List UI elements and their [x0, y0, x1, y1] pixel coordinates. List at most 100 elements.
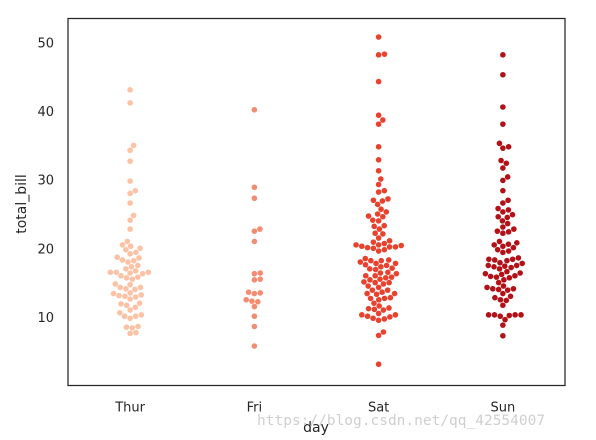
data-point	[387, 294, 394, 301]
data-point	[500, 177, 506, 184]
data-point	[251, 290, 258, 297]
data-point	[375, 242, 382, 248]
data-point	[379, 198, 386, 204]
data-point	[130, 257, 137, 264]
data-point	[375, 112, 382, 119]
data-point	[505, 143, 512, 150]
data-point	[139, 270, 146, 277]
data-point	[364, 244, 371, 251]
x-tick-label: Fri	[247, 401, 263, 416]
data-point	[492, 294, 498, 301]
data-point	[495, 286, 502, 293]
y-axis-ticks: 10 20 30 40 50	[37, 37, 54, 326]
data-point	[251, 277, 258, 283]
data-point	[128, 264, 135, 270]
data-point	[136, 255, 142, 261]
data-point	[381, 51, 388, 57]
data-point	[385, 257, 392, 263]
data-point	[381, 187, 388, 194]
data-point	[362, 272, 369, 279]
data-point	[353, 242, 359, 248]
data-point	[500, 145, 506, 151]
data-point	[118, 272, 124, 279]
data-point	[112, 281, 119, 287]
data-point	[505, 248, 512, 254]
data-point	[500, 249, 506, 256]
data-point	[132, 268, 139, 274]
data-point	[500, 283, 507, 289]
y-tick-label: 10	[37, 311, 54, 326]
data-point	[385, 196, 391, 202]
data-point	[375, 235, 382, 241]
data-point	[372, 279, 378, 286]
data-point	[365, 305, 372, 312]
data-point	[135, 262, 141, 269]
data-point	[511, 226, 517, 232]
data-point	[132, 294, 139, 300]
data-point	[378, 206, 384, 213]
data-point	[251, 106, 258, 113]
x-axis-title: day	[303, 420, 329, 436]
y-tick-label: 30	[37, 174, 54, 189]
data-points	[107, 34, 526, 368]
data-point	[365, 283, 371, 289]
data-point	[497, 313, 504, 320]
x-tick-label: Sun	[491, 401, 516, 416]
data-point	[364, 290, 370, 297]
data-point	[512, 272, 518, 279]
data-point	[510, 285, 517, 292]
data-point	[249, 298, 255, 304]
data-point	[380, 307, 387, 313]
data-point	[375, 52, 382, 58]
data-point	[495, 205, 501, 212]
data-point	[505, 207, 512, 213]
data-point	[504, 268, 510, 275]
data-point	[375, 218, 382, 224]
data-point	[364, 313, 371, 320]
data-point	[383, 262, 390, 269]
x-tick-label: Thur	[114, 401, 145, 416]
data-point	[485, 312, 492, 318]
data-point	[372, 230, 378, 237]
data-point	[505, 229, 512, 235]
data-point	[503, 160, 510, 167]
data-point	[122, 293, 128, 300]
data-point	[398, 242, 405, 249]
data-point	[251, 303, 258, 310]
data-point	[367, 295, 374, 302]
data-point	[369, 287, 376, 293]
data-point	[379, 289, 385, 296]
data-point	[381, 295, 388, 302]
data-point	[116, 292, 122, 299]
data-point	[257, 226, 263, 232]
data-point	[251, 238, 258, 245]
data-point	[500, 104, 506, 110]
data-point	[497, 296, 504, 303]
data-point	[138, 292, 144, 298]
data-point	[504, 257, 510, 264]
data-point	[513, 262, 520, 269]
data-point	[494, 228, 501, 234]
data-point	[487, 273, 494, 280]
data-point	[375, 284, 382, 291]
data-point	[494, 246, 501, 253]
data-point	[123, 246, 129, 253]
data-point	[114, 254, 121, 261]
data-point	[375, 310, 382, 317]
data-point	[385, 269, 391, 276]
data-point	[485, 262, 492, 269]
data-point	[125, 259, 131, 265]
data-point	[362, 261, 369, 268]
data-point	[377, 270, 384, 276]
data-point	[380, 117, 386, 123]
data-point	[132, 313, 139, 320]
data-point	[386, 244, 393, 250]
data-point	[367, 277, 373, 283]
data-point	[127, 100, 133, 106]
x-tick-label: Sat	[368, 401, 389, 416]
data-point	[500, 224, 506, 230]
data-point	[357, 259, 364, 265]
data-point	[505, 241, 512, 247]
data-point	[127, 200, 133, 206]
